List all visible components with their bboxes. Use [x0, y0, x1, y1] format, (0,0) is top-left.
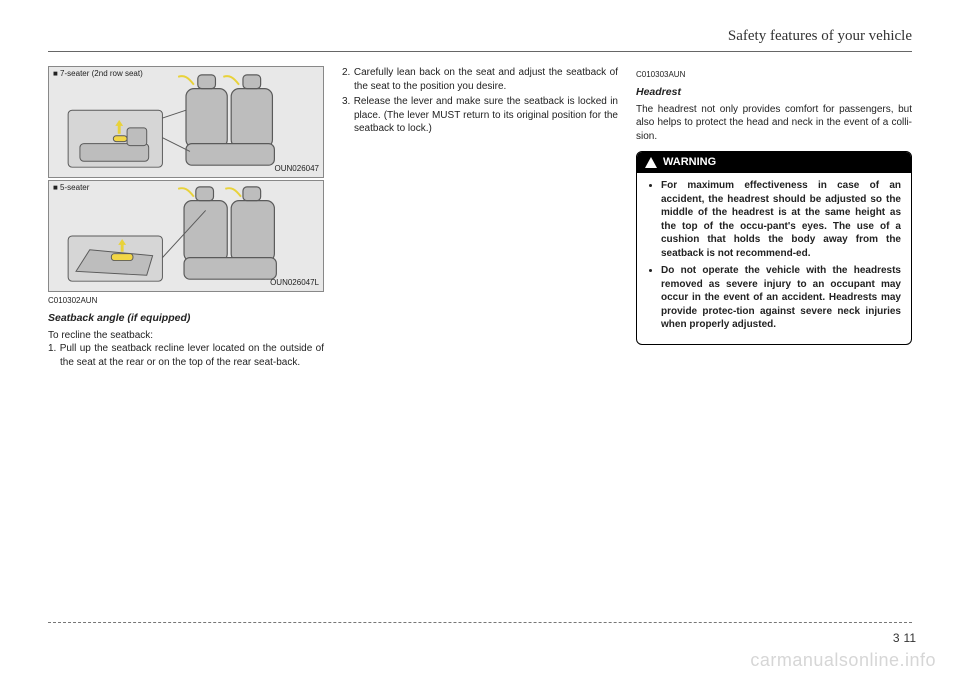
- figure-5seater-label: ■ 5-seater: [53, 183, 89, 194]
- column-2: 2. Carefully lean back on the seat and a…: [342, 66, 618, 371]
- content-columns: ■ 7-seater (2nd row seat): [48, 66, 912, 371]
- footer-divider: [48, 622, 912, 623]
- step-1: 1. Pull up the seatback recline lever lo…: [48, 342, 324, 369]
- ref-code-2: C010303AUN: [636, 70, 912, 81]
- warning-item-1: For maximum effectiveness in case of an …: [661, 179, 901, 260]
- intro-recline: To recline the seatback:: [48, 329, 324, 343]
- warning-head: WARNING: [637, 152, 911, 173]
- steps-col2: 2. Carefully lean back on the seat and a…: [342, 66, 618, 136]
- ref-code-1: C010302AUN: [48, 296, 324, 307]
- step-2: 2. Carefully lean back on the seat and a…: [342, 66, 618, 93]
- figure-5seater-illustration: [49, 181, 323, 291]
- chapter-number: 3: [889, 631, 904, 645]
- subhead-seatback-angle: Seatback angle (if equipped): [48, 311, 324, 325]
- watermark: carmanualsonline.info: [750, 650, 936, 671]
- figure-7seater-label: ■ 7-seater (2nd row seat): [53, 69, 143, 80]
- subhead-headrest: Headrest: [636, 85, 912, 99]
- page-number: 311: [889, 631, 916, 645]
- warning-box: WARNING For maximum effectiveness in cas…: [636, 151, 912, 344]
- steps-col1: 1. Pull up the seatback recline lever lo…: [48, 342, 324, 369]
- page-header: Safety features of your vehicle: [48, 28, 912, 52]
- warning-item-2: Do not operate the vehicle with the head…: [661, 264, 901, 332]
- header-title: Safety features of your vehicle: [728, 28, 912, 44]
- manual-page: Safety features of your vehicle ■ 7-seat…: [0, 0, 960, 679]
- figure-7seater-illustration: [49, 67, 323, 177]
- figure-7seater: ■ 7-seater (2nd row seat): [48, 66, 324, 178]
- column-1: ■ 7-seater (2nd row seat): [48, 66, 324, 371]
- warning-title: WARNING: [663, 155, 716, 170]
- column-3: C010303AUN Headrest The headrest not onl…: [636, 66, 912, 371]
- figure-5seater-code: OUN026047L: [270, 278, 319, 289]
- figure-5seater: ■ 5-seater: [48, 180, 324, 292]
- warning-list: For maximum effectiveness in case of an …: [647, 179, 901, 332]
- warning-body: For maximum effectiveness in case of an …: [637, 173, 911, 344]
- step-3: 3. Release the lever and make sure the s…: [342, 95, 618, 136]
- figure-7seater-code: OUN026047: [275, 164, 319, 175]
- page-number-value: 11: [904, 631, 916, 645]
- headrest-paragraph: The headrest not only provides comfort f…: [636, 103, 912, 144]
